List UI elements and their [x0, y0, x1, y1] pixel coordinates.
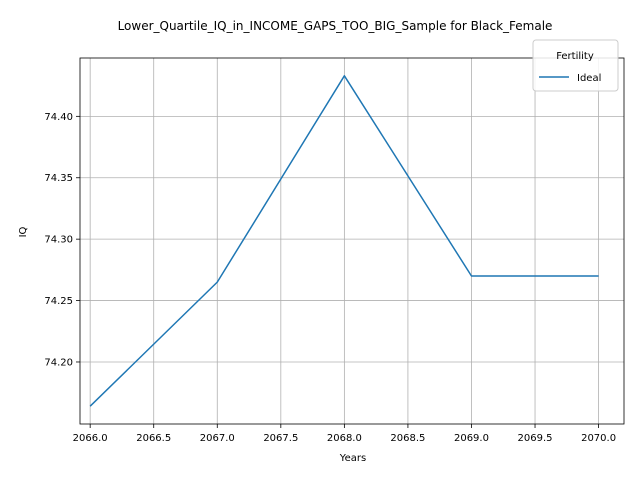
x-tick-label: 2067.0: [200, 433, 235, 444]
series-line-ideal: [89, 75, 599, 407]
legend-box: [532, 39, 619, 92]
y-axis-ticks: 74.20 74.25 74.30 74.35 74.40: [44, 112, 80, 368]
y-tick-label: 74.35: [44, 173, 73, 184]
y-tick-label: 74.40: [44, 112, 73, 123]
series-layer: [89, 75, 599, 407]
x-tick-label: 2070.0: [581, 433, 616, 444]
x-tick-label: 2066.5: [136, 433, 171, 444]
x-tick-label: 2069.0: [454, 433, 489, 444]
chart-title: Lower_Quartile_IQ_in_INCOME_GAPS_TOO_BIG…: [118, 19, 553, 33]
x-tick-label: 2068.5: [390, 433, 425, 444]
grid: [80, 58, 624, 424]
legend: Fertility Ideal: [532, 39, 619, 92]
x-tick-label: 2069.5: [518, 433, 553, 444]
legend-label-ideal: Ideal: [577, 73, 601, 84]
x-axis-ticks: 2066.0 2066.5 2067.0 2067.5 2068.0 2068.5 2069…: [73, 424, 616, 444]
y-axis-label: IQ: [18, 226, 29, 237]
y-tick-label: 74.25: [44, 296, 73, 307]
y-tick-label: 74.30: [44, 235, 73, 246]
y-tick-label: 74.20: [44, 357, 73, 368]
x-tick-label: 2068.0: [327, 433, 362, 444]
legend-title: Fertility: [556, 51, 594, 62]
x-tick-label: 2066.0: [73, 433, 108, 444]
x-axis-label: Years: [339, 453, 366, 464]
x-tick-label: 2067.5: [263, 433, 298, 444]
plot-frame: [79, 57, 625, 425]
